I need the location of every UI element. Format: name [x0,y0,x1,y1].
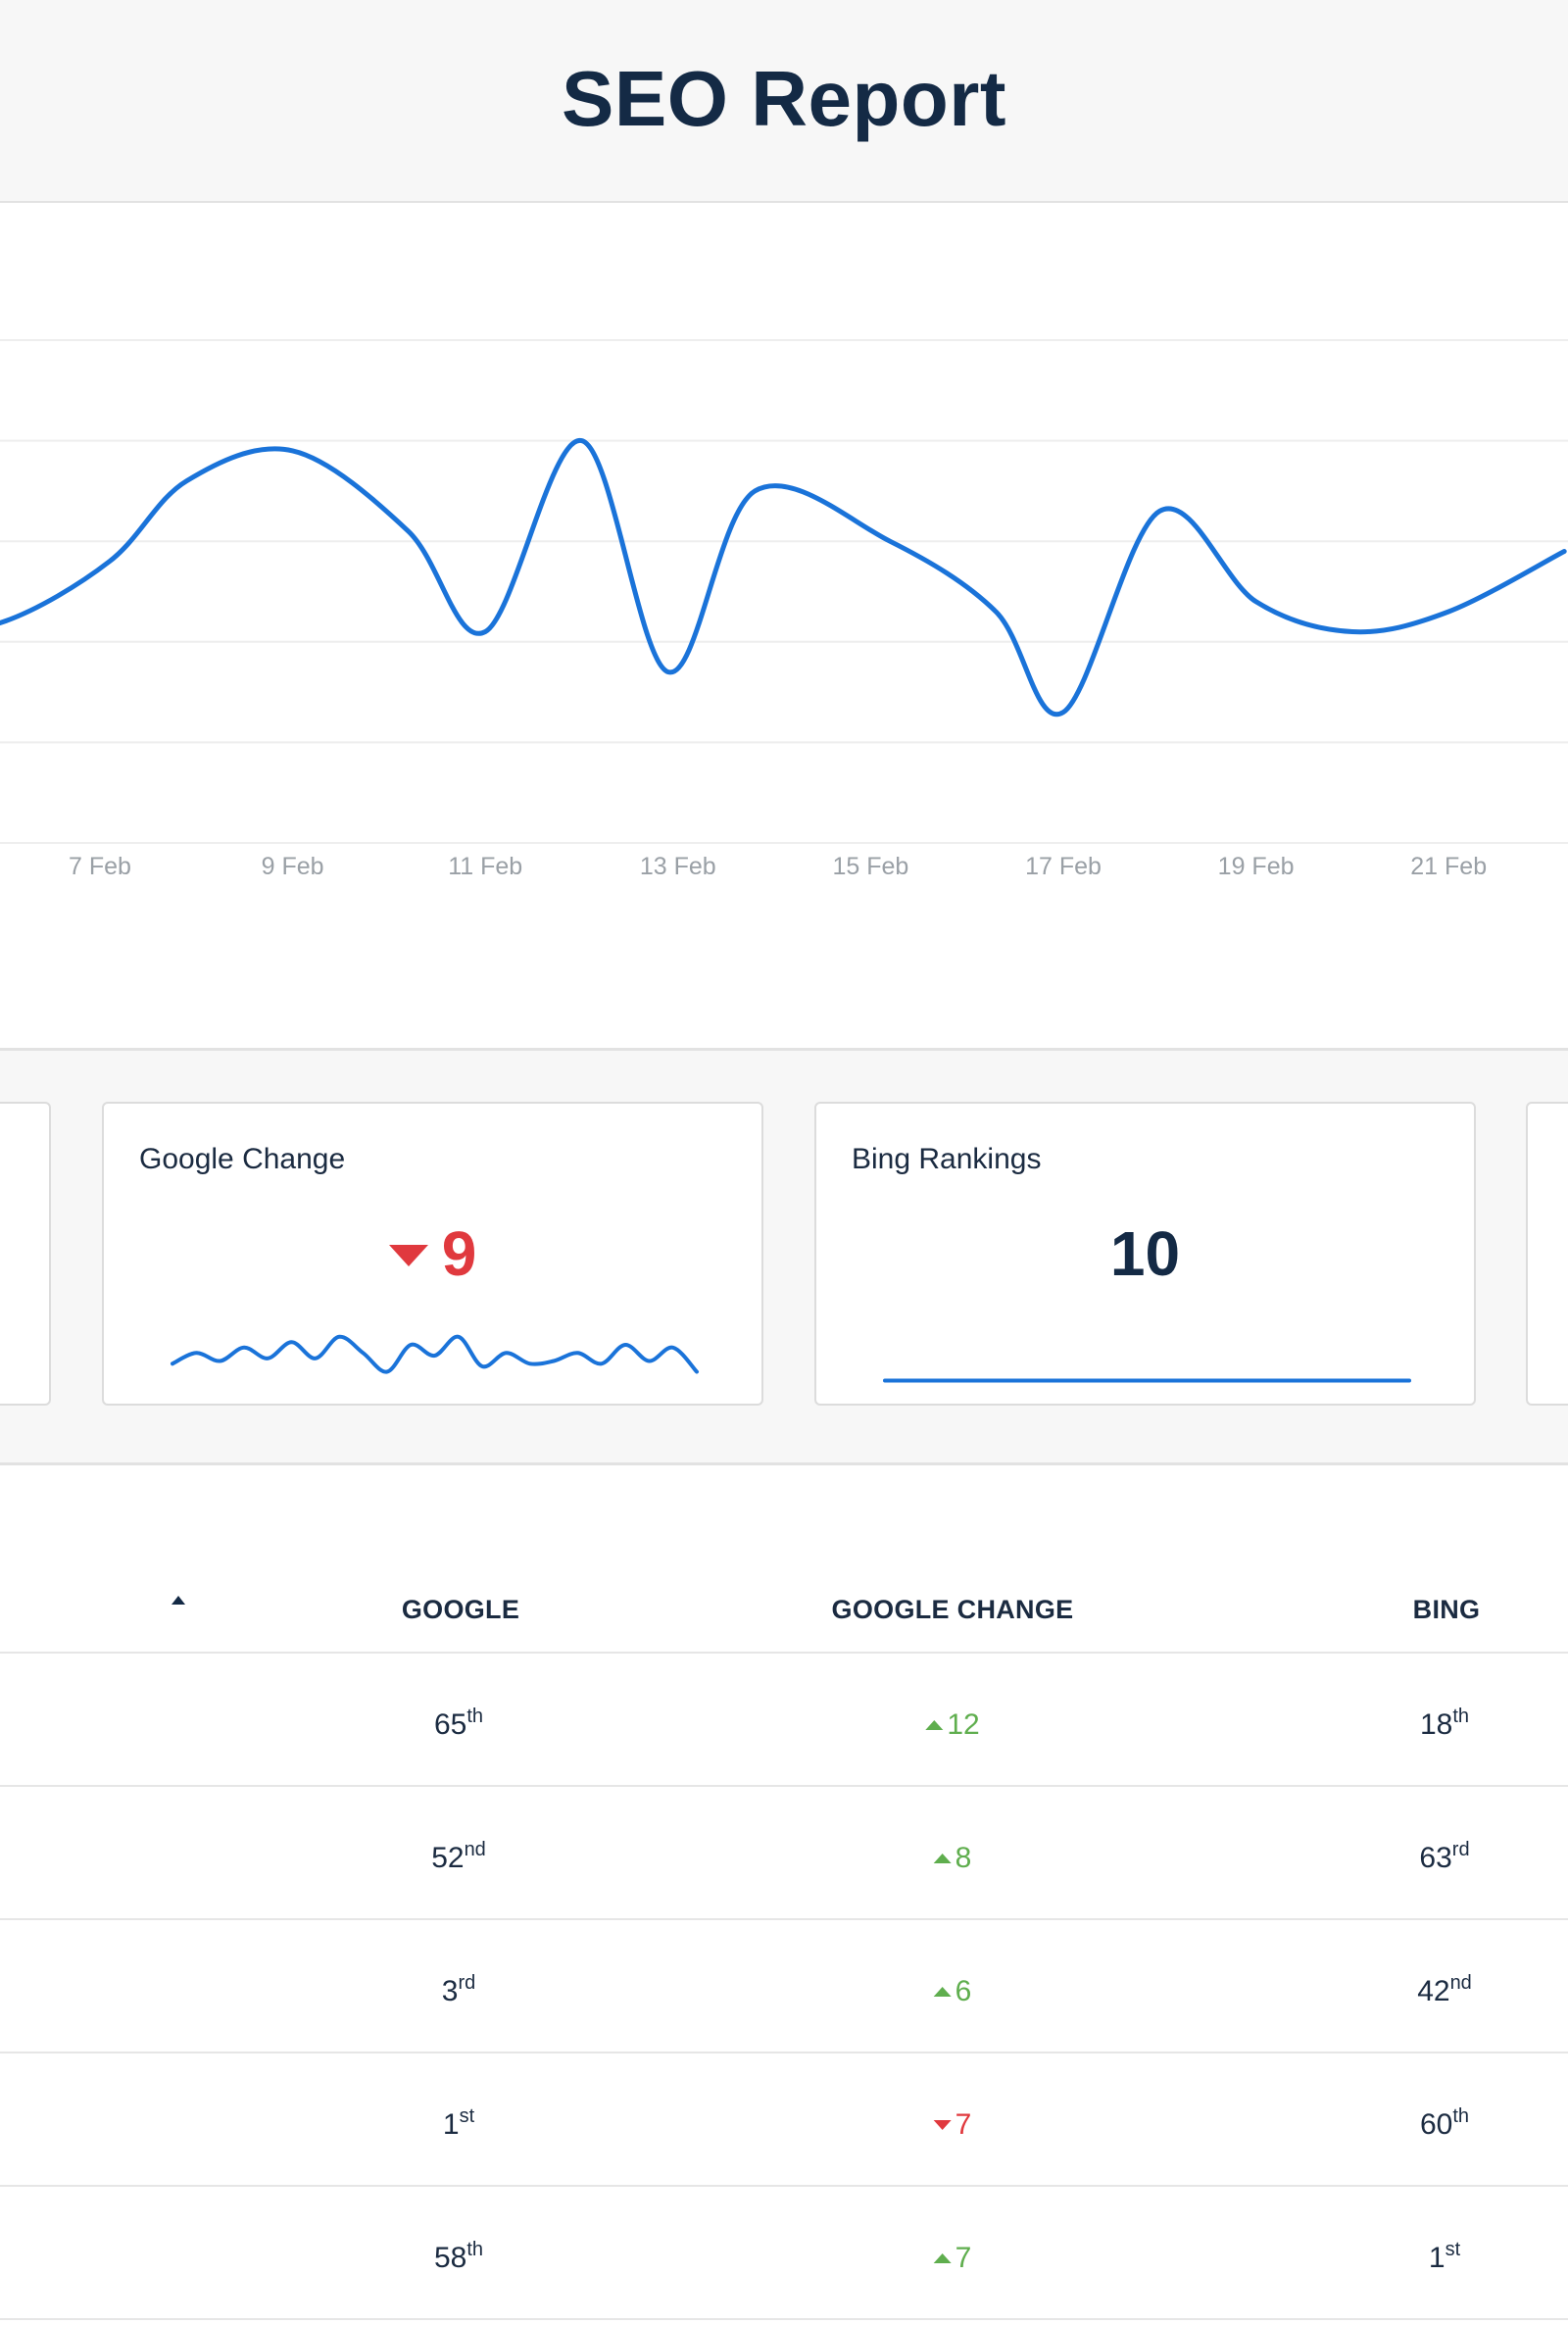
ordinal-suffix: th [466,1706,484,1727]
google-rank-cell: 52nd [431,1839,486,1874]
card-bing-rankings[interactable]: Bing Rankings 10 [814,1102,1476,1406]
google-rank-cell: 3rd [441,1972,476,2007]
x-tick-label: 19 Feb [1218,853,1295,880]
column-header-google[interactable]: GOOGLE [401,1595,520,1624]
bing-rank-cell: 1st [1428,2239,1461,2274]
change-value: 6 [955,1975,972,2007]
ordinal-suffix: rd [1451,1839,1470,1860]
x-tick-label: 7 Feb [69,853,131,880]
google-change-cell: 8 [933,1842,972,1875]
google-rank-cell: 58th [433,2239,484,2274]
card-title: Google Change [139,1143,346,1175]
up-arrow-icon [933,1854,952,1863]
google-change-cell: 12 [925,1708,980,1742]
report-header: SEO Report [0,0,1568,203]
ordinal-suffix: st [1445,2239,1461,2260]
partial-card-left [0,1102,51,1406]
up-arrow-icon [933,1987,952,1997]
card-sparkline [883,1378,1411,1383]
change-value: 7 [955,2242,972,2274]
down-arrow-icon [388,1245,428,1266]
table-row[interactable]: 1st 7 60th [0,2052,1568,2187]
bing-rank-cell: 18th [1419,1706,1470,1741]
table-row[interactable]: 65th 12 18th [0,1652,1568,1787]
sort-asc-icon[interactable] [172,1596,185,1605]
card-google-change[interactable]: Google Change 9 [102,1102,763,1406]
bing-rank-cell: 63rd [1419,1839,1470,1874]
google-change-cell: 7 [933,2108,972,2142]
x-tick-label: 17 Feb [1025,853,1102,880]
table-row[interactable]: 3rd 6 42nd [0,1918,1568,2053]
column-header-bing[interactable]: BING [1412,1595,1481,1624]
x-tick-label: 11 Feb [448,853,522,880]
rankings-table: GOOGLE GOOGLE CHANGE BING 65th 12 18th 52nd… [0,1465,1568,2325]
ordinal-suffix: th [1452,2105,1470,2127]
table-row[interactable]: 58th 7 1st [0,2185,1568,2320]
ordinal-suffix: nd [464,1839,486,1860]
table-header: GOOGLE GOOGLE CHANGE BING [0,1465,1568,1654]
change-value: 12 [947,1708,980,1741]
card-value: 10 [1109,1218,1181,1289]
card-value-row: 9 [104,1218,761,1289]
x-tick-label: 9 Feb [262,853,324,880]
down-arrow-icon [933,2120,952,2130]
change-value: 7 [955,2108,972,2141]
metric-cards: Google Change 9 Bing Rankings 10 [0,1051,1568,1465]
ordinal-suffix: th [1452,1706,1470,1727]
card-value-row: 10 [816,1218,1474,1289]
ordinal-suffix: nd [1449,1972,1472,1994]
google-rank-cell: 65th [433,1706,484,1741]
page-title: SEO Report [562,54,1006,142]
ordinal-suffix: rd [458,1972,476,1994]
partial-card-right [1526,1102,1568,1406]
x-tick-label: 13 Feb [640,853,716,880]
bing-rank-cell: 42nd [1417,1972,1472,2007]
x-tick-label: 15 Feb [832,853,908,880]
column-header-google-change[interactable]: GOOGLE CHANGE [831,1595,1074,1624]
google-change-cell: 7 [933,2242,972,2275]
google-change-cell: 6 [933,1975,972,2008]
bing-rank-cell: 60th [1419,2105,1470,2141]
up-arrow-icon [925,1720,944,1730]
google-rank-cell: 1st [442,2105,475,2141]
card-sparkline [171,1334,699,1374]
ordinal-suffix: st [459,2105,475,2127]
series-line[interactable] [0,438,1567,717]
x-tick-label: 21 Feb [1410,853,1487,880]
ordinal-suffix: th [466,2239,484,2260]
card-value: 9 [441,1218,477,1289]
line-chart-svg: 7 Feb 9 Feb 11 Feb 13 Feb 15 Feb 17 Feb 19 Feb… [0,339,1568,880]
table-row[interactable]: 52nd 8 63rd [0,1785,1568,1920]
rankings-chart: 7 Feb 9 Feb 11 Feb 13 Feb 15 Feb 17 Feb 19 Feb… [0,203,1568,1051]
sparkline [171,1334,699,1374]
card-title: Bing Rankings [852,1143,1042,1175]
change-value: 8 [955,1842,972,1874]
up-arrow-icon [933,2253,952,2263]
